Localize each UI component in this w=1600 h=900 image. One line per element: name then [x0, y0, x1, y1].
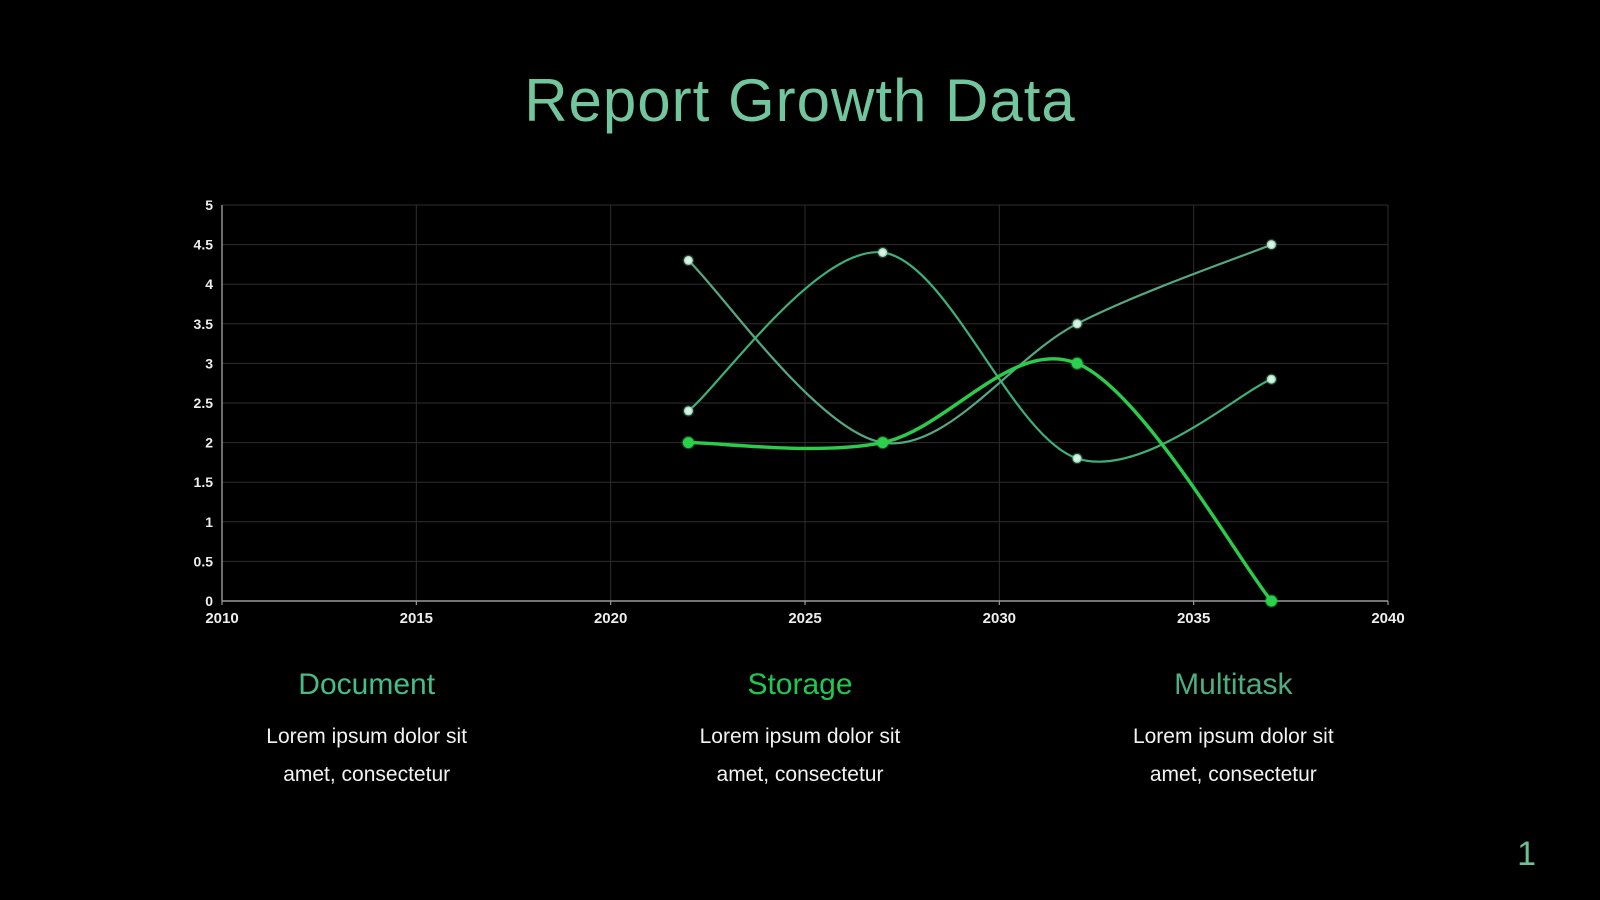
data-point-line-b: [1265, 373, 1278, 385]
data-point-line-c: [1070, 356, 1084, 371]
chart-canvas: 0 0.5 1 1.5 2 2.5 3 3.5 4 4.5 5 2010 2015 2020 2025 203…: [194, 197, 1405, 627]
feature-column-document: Document Lorem ipsum dolor sit amet, con…: [150, 664, 583, 794]
x-axis-tick-label: 2020: [594, 610, 627, 627]
page-number: 1: [1517, 835, 1536, 873]
feature-body-line: Lorem ipsum dolor sit: [266, 725, 468, 748]
y-axis-tick-label: 4: [205, 276, 213, 292]
y-axis-tick-label: 2: [205, 435, 213, 451]
data-point-line-b: [876, 246, 889, 259]
feature-columns: Document Lorem ipsum dolor sit amet, con…: [150, 664, 1450, 794]
feature-heading: Document: [298, 668, 436, 701]
feature-column-multitask: Multitask Lorem ipsum dolor sit amet, co…: [1017, 664, 1450, 794]
y-axis-tick-label: 0.5: [194, 553, 214, 569]
x-axis-tick-label: 2010: [205, 610, 238, 627]
series-line-line-b: [687, 251, 1273, 463]
feature-body-line: amet, consectetur: [283, 763, 451, 786]
data-point-line-b: [1071, 452, 1083, 465]
feature-heading: Storage: [747, 668, 853, 701]
feature-body-line: Lorem ipsum dolor sit: [699, 725, 901, 748]
x-axis-tick-label: 2035: [1177, 610, 1210, 627]
growth-line-chart: 0 0.5 1 1.5 2 2.5 3 3.5 4 4.5 5 2010 2015 2020 2025 203…: [170, 185, 1410, 645]
y-axis-tick-label: 5: [205, 197, 213, 213]
y-axis-tick-label: 1.5: [194, 474, 214, 490]
data-point-line-b: [682, 405, 695, 417]
series-line-line-c: [686, 356, 1274, 603]
y-axis-tick-label: 3.5: [194, 316, 214, 332]
x-axis-tick-label: 2040: [1371, 610, 1404, 627]
data-point-line-a: [1265, 238, 1278, 251]
feature-heading: Multitask: [1174, 668, 1293, 701]
data-point-line-c: [875, 435, 890, 450]
y-axis-tick-label: 3: [205, 355, 213, 371]
x-axis-tick-label: 2015: [400, 610, 433, 627]
feature-column-storage: Storage Lorem ipsum dolor sit amet, cons…: [583, 664, 1016, 794]
y-axis-tick-label: 2.5: [194, 395, 214, 411]
feature-body-line: amet, consectetur: [1149, 763, 1317, 786]
feature-body-line: Lorem ipsum dolor sit: [1132, 725, 1334, 748]
y-axis-tick-label: 0: [205, 593, 213, 609]
y-axis-tick-label: 4.5: [194, 237, 214, 253]
y-axis-tick-label: 1: [205, 514, 213, 530]
slide-title: Report Growth Data: [524, 67, 1076, 134]
series-line-line-a: [687, 243, 1273, 445]
data-point-line-c: [681, 435, 696, 450]
data-point-line-c: [1264, 594, 1279, 608]
data-point-line-a: [682, 254, 695, 267]
data-point-line-a: [1071, 318, 1083, 330]
x-axis-tick-label: 2025: [788, 610, 821, 627]
x-axis-tick-label: 2030: [983, 610, 1016, 627]
feature-body-line: amet, consectetur: [716, 763, 884, 786]
